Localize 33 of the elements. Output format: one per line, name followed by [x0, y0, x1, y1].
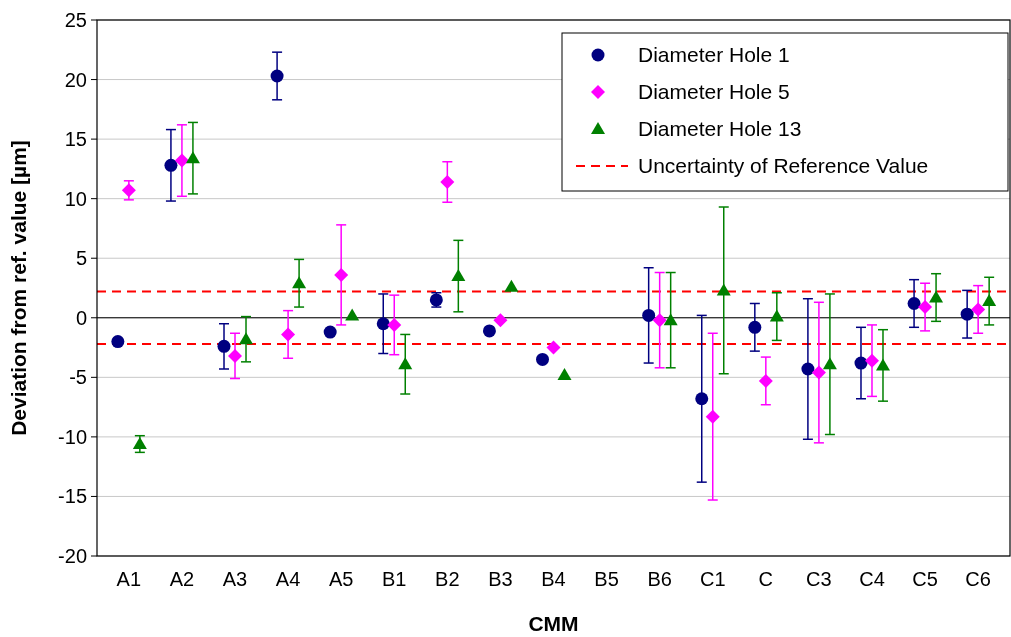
y-tick-label: -15	[58, 485, 87, 508]
x-tick-label: A1	[116, 568, 142, 590]
x-tick-label: A3	[222, 568, 248, 590]
x-tick-label: B2	[435, 568, 460, 590]
x-tick-label: C1	[699, 568, 726, 590]
y-tick-label: 5	[75, 247, 87, 270]
y-tick-label: -10	[58, 425, 87, 448]
x-tick-label: A5	[328, 568, 354, 590]
legend-label: Diameter Hole 1	[638, 43, 790, 67]
x-tick-label: B5	[594, 568, 619, 590]
x-tick-label: C	[758, 568, 774, 590]
legend-label: Diameter Hole 13	[638, 117, 802, 141]
x-tick-label: A4	[275, 568, 301, 590]
y-tick-label: -5	[69, 366, 87, 389]
x-tick-label: B4	[541, 568, 566, 590]
y-tick-label: -20	[58, 545, 87, 567]
x-axis-title: CMM	[528, 612, 579, 635]
y-tick-label: 15	[64, 128, 87, 151]
y-tick-label: 20	[64, 68, 87, 91]
legend-label: Uncertainty of Reference Value	[638, 154, 929, 178]
x-tick-label: A2	[169, 568, 195, 590]
x-tick-label: C3	[806, 568, 832, 590]
x-tick-label: B6	[647, 568, 672, 590]
x-tick-label: C4	[859, 568, 885, 590]
legend-label: Diameter Hole 5	[638, 80, 790, 104]
y-tick-label: 25	[64, 9, 87, 31]
x-tick-label: B1	[382, 568, 407, 590]
y-tick-label: 0	[75, 306, 87, 329]
x-tick-label: C5	[912, 568, 938, 590]
x-tick-label: B3	[488, 568, 513, 590]
y-axis-title: Deviation from ref. value [µm]	[7, 140, 30, 436]
y-tick-label: 10	[64, 187, 87, 210]
x-tick-label: C6	[965, 568, 991, 590]
